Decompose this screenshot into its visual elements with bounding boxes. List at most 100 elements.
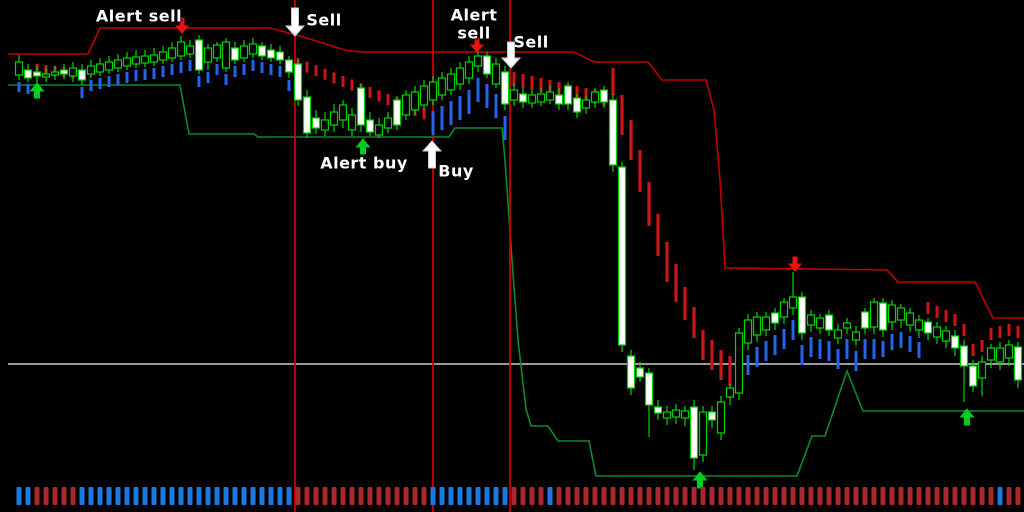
candle-body (941, 330, 951, 342)
candle-body (14, 61, 24, 76)
candle-body (743, 319, 753, 344)
signal-strip-bar (376, 487, 382, 505)
candle-body (698, 411, 708, 456)
candle-body (842, 322, 852, 329)
candle-body (860, 311, 870, 329)
signal-strip-bar (925, 487, 931, 505)
signal-strip-bar (358, 487, 364, 505)
signal-strip-bar (277, 487, 283, 505)
candle-body (977, 361, 987, 379)
signal-strip-bar (223, 487, 229, 505)
candle-body (563, 85, 573, 105)
candle-body (50, 71, 60, 76)
candle-body (275, 51, 285, 61)
signal-strip-bar (385, 487, 391, 505)
signal-strip-bar (169, 487, 175, 505)
candle-body (113, 59, 123, 69)
signal-strip-bar (916, 487, 922, 505)
lower-channel-band (8, 84, 1024, 477)
signal-strip-bar (664, 487, 670, 505)
candle-body (959, 345, 969, 367)
candle-body (32, 71, 42, 77)
signal-strip-bar (709, 487, 715, 505)
candle-body (365, 119, 375, 133)
candle-body (815, 317, 825, 329)
signal-strip-bar (826, 487, 832, 505)
green-buy-arrow-icon (29, 82, 45, 99)
signal-strip-bar (574, 487, 580, 505)
signal-strip-bar (1006, 487, 1012, 505)
signal-strip-bar (88, 487, 94, 505)
candle-body (824, 314, 834, 331)
label-alert-sell-2-line2: sell (457, 23, 491, 43)
candle-body (383, 117, 393, 129)
signal-strip-bar (430, 487, 436, 505)
signal-strip-bar (214, 487, 220, 505)
signal-strip-bar (457, 487, 463, 505)
candle-body (302, 96, 312, 134)
candle-body (833, 329, 843, 339)
candle-body (491, 63, 501, 85)
candle-body (167, 47, 177, 59)
signal-strip-bar (772, 487, 778, 505)
signal-strip-bar (601, 487, 607, 505)
candle-body (428, 81, 438, 101)
candle-body (329, 111, 339, 126)
candle-body (401, 94, 411, 116)
signal-strip-bar (178, 487, 184, 505)
signal-strip-bar (466, 487, 472, 505)
candle-body (464, 61, 474, 79)
candle-body (716, 401, 726, 434)
signal-strip-bar (484, 487, 490, 505)
signal-strip-bar (25, 487, 31, 505)
candle-body (1013, 346, 1023, 381)
candlesticks (14, 35, 1023, 470)
candle-body (869, 301, 879, 328)
signal-strip-bar (871, 487, 877, 505)
signal-strip-bar (754, 487, 760, 505)
signal-strip-bar (889, 487, 895, 505)
signal-strip-bar (853, 487, 859, 505)
candle-body (446, 73, 456, 91)
candle-body (221, 41, 231, 69)
signal-strip-bar (448, 487, 454, 505)
candle-body (347, 114, 357, 131)
signal-strip-bar (700, 487, 706, 505)
candle-body (779, 301, 789, 318)
candle-body (680, 410, 690, 419)
candle-body (248, 43, 258, 55)
signal-strip-bar (835, 487, 841, 505)
signal-strip-bar (79, 487, 85, 505)
signal-strip-bar (952, 487, 958, 505)
green-buy-arrow-icon (959, 408, 975, 426)
candle-body (986, 347, 996, 361)
white-buy-arrow-icon (421, 140, 443, 169)
candle-body (23, 69, 33, 79)
signal-strip-bar (862, 487, 868, 505)
candle-body (896, 307, 906, 321)
candle-body (473, 55, 483, 67)
candle-body (608, 99, 618, 166)
signal-strip-bar (115, 487, 121, 505)
signal-strip-bar (961, 487, 967, 505)
signal-strip-bar (34, 487, 40, 505)
signal-strip-bar (763, 487, 769, 505)
candle-body (140, 55, 150, 64)
candle-body (410, 91, 420, 111)
signal-strip-bar (313, 487, 319, 505)
signal-strip-bar (844, 487, 850, 505)
signal-strip-bar (970, 487, 976, 505)
signal-strip-bar (898, 487, 904, 505)
signal-strip-bar (934, 487, 940, 505)
candle-body (86, 65, 96, 75)
signal-strip-bar (322, 487, 328, 505)
candle-body (536, 93, 546, 103)
signal-strip-bar (988, 487, 994, 505)
candle-body (851, 331, 861, 341)
signal-strip-bar (547, 487, 553, 505)
signal-strip-bar (403, 487, 409, 505)
signal-strip-bar (106, 487, 112, 505)
signal-strip-bar (439, 487, 445, 505)
signal-strip-bar (817, 487, 823, 505)
signal-strip-bar (655, 487, 661, 505)
